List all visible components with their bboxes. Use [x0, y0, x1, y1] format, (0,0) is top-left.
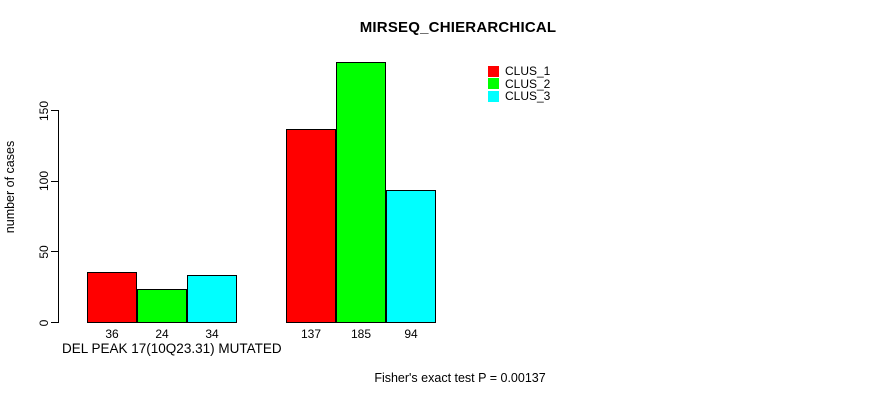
y-axis-tick: [51, 322, 58, 323]
legend-swatch-icon: [488, 78, 499, 90]
bar-clus_2-group-1: [137, 289, 187, 323]
legend-swatch-icon: [488, 65, 499, 77]
y-axis-tick-label: 50: [37, 245, 51, 259]
bar-value-label: 36: [105, 327, 119, 341]
y-axis-tick-label: 100: [37, 171, 51, 192]
bar-clus_2-group-2: [336, 61, 386, 323]
x-axis-title: DEL PEAK 17(10Q23.31) MUTATED: [62, 341, 282, 356]
bar-value-label: 185: [350, 327, 372, 341]
y-axis-line: [58, 110, 59, 323]
y-axis-tick-label: 0: [37, 319, 51, 326]
bar-value-label: 94: [404, 327, 418, 341]
y-axis-tick: [51, 180, 58, 182]
bar-value-label: 34: [205, 327, 219, 341]
y-axis-title: number of cases: [3, 140, 17, 234]
legend-item-clus_2: CLUS_2: [488, 76, 551, 91]
bar-clus_3-group-1: [187, 274, 237, 323]
y-axis-tick: [51, 251, 58, 253]
bar-clus_3-group-2: [386, 190, 436, 323]
legend: CLUS_1 CLUS_2 CLUS_3: [488, 64, 551, 104]
y-axis-tick-label: 150: [37, 100, 51, 121]
annotation-fishers-test: Fisher's exact test P = 0.00137: [374, 371, 546, 385]
legend-item-clus_1: CLUS_1: [488, 64, 551, 79]
y-axis-tick: [51, 110, 58, 111]
legend-label: CLUS_2: [505, 76, 551, 91]
bar-value-label: 24: [155, 327, 169, 341]
bar-clus_1-group-2: [286, 129, 336, 323]
legend-swatch-icon: [488, 90, 499, 102]
chart-title: MIRSEQ_CHIERARCHICAL: [359, 19, 557, 36]
bar-clus_1-group-1: [87, 272, 137, 323]
legend-label: CLUS_3: [505, 89, 551, 104]
legend-item-clus_3: CLUS_3: [488, 89, 551, 104]
legend-label: CLUS_1: [505, 64, 551, 79]
bar-value-label: 137: [300, 327, 322, 341]
